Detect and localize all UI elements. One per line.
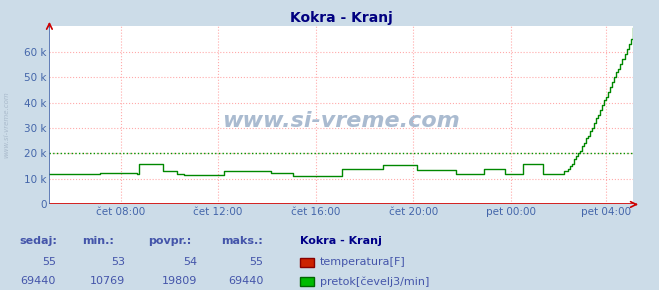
Text: 10769: 10769	[90, 276, 125, 286]
Text: sedaj:: sedaj:	[20, 236, 57, 246]
Text: 55: 55	[42, 257, 56, 267]
Text: 53: 53	[111, 257, 125, 267]
Text: povpr.:: povpr.:	[148, 236, 192, 246]
Text: min.:: min.:	[82, 236, 114, 246]
Text: 69440: 69440	[20, 276, 56, 286]
Text: www.si-vreme.com: www.si-vreme.com	[3, 91, 10, 158]
Title: Kokra - Kranj: Kokra - Kranj	[290, 11, 392, 25]
Text: maks.:: maks.:	[221, 236, 262, 246]
Text: pretok[čevelj3/min]: pretok[čevelj3/min]	[320, 276, 429, 287]
Text: 69440: 69440	[228, 276, 264, 286]
Text: 54: 54	[184, 257, 198, 267]
Text: 55: 55	[250, 257, 264, 267]
Text: 19809: 19809	[162, 276, 198, 286]
Text: Kokra - Kranj: Kokra - Kranj	[300, 236, 382, 246]
Text: temperatura[F]: temperatura[F]	[320, 257, 405, 267]
Text: www.si-vreme.com: www.si-vreme.com	[222, 110, 460, 130]
